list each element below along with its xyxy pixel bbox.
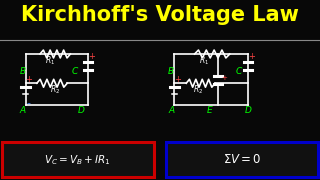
Text: +: + (248, 51, 255, 60)
Text: $R_2$: $R_2$ (193, 84, 203, 96)
Text: A: A (168, 106, 174, 115)
Text: $R_1$: $R_1$ (199, 55, 209, 68)
Text: D: D (244, 106, 252, 115)
Text: -: - (27, 98, 31, 108)
Text: $R_1$: $R_1$ (44, 55, 55, 68)
Text: Kirchhoff's Voltage Law: Kirchhoff's Voltage Law (21, 5, 299, 25)
Text: C: C (72, 67, 78, 76)
Text: C: C (235, 67, 242, 76)
Text: E: E (207, 106, 212, 115)
Text: +: + (88, 51, 95, 60)
Text: A: A (19, 106, 26, 115)
Text: $R_2$: $R_2$ (50, 84, 60, 96)
FancyBboxPatch shape (166, 142, 318, 177)
Text: +: + (221, 75, 227, 81)
Text: +: + (174, 75, 181, 84)
Text: $V_C = V_B + IR_1$: $V_C = V_B + IR_1$ (44, 153, 111, 167)
FancyBboxPatch shape (2, 142, 154, 177)
Text: B: B (19, 67, 26, 76)
Text: D: D (78, 106, 85, 115)
Text: $\Sigma V = 0$: $\Sigma V = 0$ (223, 153, 262, 166)
Text: +: + (25, 75, 32, 84)
Text: B: B (168, 67, 174, 76)
